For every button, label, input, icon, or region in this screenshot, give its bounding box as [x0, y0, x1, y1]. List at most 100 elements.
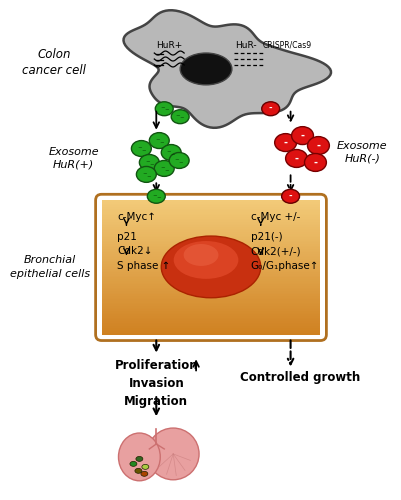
Bar — [101, 204, 320, 206]
Text: -: - — [269, 104, 273, 113]
Bar — [101, 304, 320, 306]
Text: ~: ~ — [179, 160, 184, 165]
Text: -: - — [284, 138, 288, 147]
Text: ~: ~ — [141, 148, 146, 153]
Text: ~: ~ — [155, 137, 160, 142]
Text: ~: ~ — [160, 165, 164, 170]
Text: Exosome
HuR(-): Exosome HuR(-) — [337, 142, 387, 164]
Text: Colon
cancer cell: Colon cancer cell — [22, 48, 86, 78]
Ellipse shape — [118, 433, 160, 481]
Ellipse shape — [136, 456, 143, 462]
Bar — [101, 200, 320, 202]
Bar — [101, 296, 320, 298]
Text: ~: ~ — [137, 145, 142, 150]
Ellipse shape — [308, 136, 329, 154]
Bar — [101, 206, 320, 208]
Bar — [101, 321, 320, 324]
Bar — [101, 292, 320, 295]
Bar — [101, 222, 320, 224]
Bar — [101, 268, 320, 270]
Ellipse shape — [141, 472, 148, 476]
Bar — [101, 249, 320, 251]
Bar — [101, 326, 320, 328]
Bar — [101, 220, 320, 222]
Bar — [101, 314, 320, 316]
Polygon shape — [124, 10, 331, 128]
Text: CRISPR/Cas9: CRISPR/Cas9 — [263, 40, 312, 50]
Text: ~: ~ — [167, 149, 172, 154]
Bar — [101, 260, 320, 263]
Text: ~: ~ — [145, 159, 150, 164]
Bar — [101, 271, 320, 273]
Bar — [101, 331, 320, 334]
Text: Controlled growth: Controlled growth — [241, 372, 360, 384]
Ellipse shape — [132, 140, 151, 156]
Ellipse shape — [154, 160, 174, 176]
Bar — [101, 311, 320, 313]
Text: Bronchial
epithelial cells: Bronchial epithelial cells — [10, 256, 90, 278]
Ellipse shape — [136, 166, 156, 182]
Bar — [101, 286, 320, 288]
Bar — [101, 202, 320, 204]
Bar — [101, 259, 320, 261]
Bar — [101, 229, 320, 231]
Bar — [101, 217, 320, 219]
Bar — [101, 279, 320, 281]
Bar — [101, 328, 320, 330]
Bar — [101, 240, 320, 242]
Bar — [101, 281, 320, 283]
Text: Exosome
HuR(+): Exosome HuR(+) — [49, 148, 99, 170]
Text: -: - — [316, 140, 320, 150]
Bar — [101, 207, 320, 209]
Bar — [101, 320, 320, 322]
Bar — [101, 264, 320, 266]
Ellipse shape — [171, 110, 189, 124]
Bar — [101, 248, 320, 250]
Ellipse shape — [147, 190, 165, 203]
Ellipse shape — [161, 144, 181, 160]
Ellipse shape — [135, 468, 142, 473]
Text: ~: ~ — [176, 113, 180, 118]
Text: p21
Cdk2↓: p21 Cdk2↓ — [117, 232, 153, 256]
Bar — [101, 278, 320, 280]
Ellipse shape — [282, 190, 300, 203]
Text: ~: ~ — [160, 105, 164, 110]
Bar — [101, 214, 320, 216]
Bar — [101, 302, 320, 305]
Bar — [101, 242, 320, 244]
Text: ~: ~ — [146, 174, 151, 179]
Bar — [101, 227, 320, 230]
Text: ~: ~ — [175, 157, 180, 162]
Bar — [101, 318, 320, 320]
Bar — [101, 250, 320, 253]
Bar — [101, 306, 320, 308]
Bar — [101, 284, 320, 286]
Text: -: - — [289, 192, 292, 201]
Bar — [101, 244, 320, 246]
Bar — [101, 291, 320, 293]
Bar — [101, 274, 320, 276]
Bar — [101, 301, 320, 303]
Bar — [101, 262, 320, 264]
Bar — [101, 308, 320, 310]
Bar — [101, 210, 320, 212]
Bar — [101, 236, 320, 238]
Text: ~: ~ — [180, 115, 184, 120]
Text: p21(-)
Cdk2(+/-): p21(-) Cdk2(+/-) — [251, 232, 302, 256]
Bar — [101, 300, 320, 302]
Ellipse shape — [149, 132, 169, 148]
Bar — [101, 269, 320, 272]
Ellipse shape — [130, 462, 137, 466]
Ellipse shape — [304, 154, 326, 172]
Text: G₀/G₁phase↑: G₀/G₁phase↑ — [251, 261, 319, 271]
Bar — [101, 237, 320, 240]
Ellipse shape — [174, 241, 238, 279]
Bar — [101, 316, 320, 318]
Ellipse shape — [161, 236, 261, 298]
Text: ~: ~ — [142, 171, 147, 176]
Bar — [101, 234, 320, 236]
Bar — [101, 288, 320, 290]
Ellipse shape — [286, 150, 308, 168]
Bar — [101, 276, 320, 278]
Bar — [101, 258, 320, 260]
